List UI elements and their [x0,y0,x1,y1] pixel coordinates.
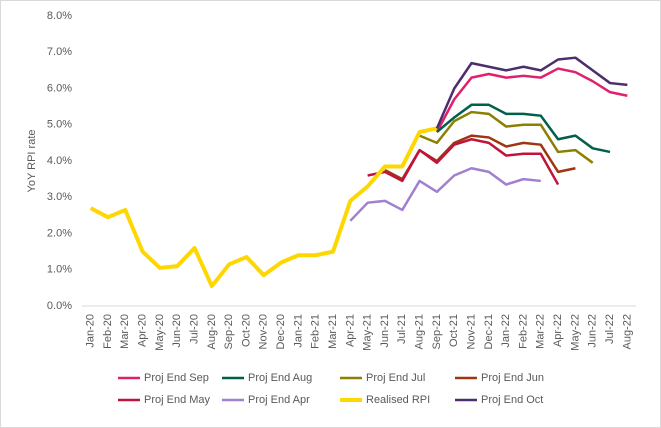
x-tick-label: Feb-22 [517,314,529,349]
legend-label: Proj End Apr [248,394,310,406]
y-tick-label: 0.0% [47,300,72,312]
y-tick-label: 1.0% [47,264,72,276]
x-tick-label: Sep-21 [431,314,443,349]
x-tick-label: May-21 [362,314,374,351]
x-tick-label: Dec-21 [483,314,495,349]
x-tick-label: Jul-21 [396,314,408,344]
legend-label: Proj End Aug [248,372,312,384]
line-series [435,67,628,133]
x-tick-label: Jun-22 [587,314,599,348]
x-tick-label: May-20 [154,314,166,351]
y-tick-label: 7.0% [47,46,72,58]
x-tick-label: May-22 [569,314,581,351]
x-tick-label: Aug-20 [206,314,218,349]
x-tick-label: Jul-22 [604,314,616,344]
x-tick-label: Jun-20 [171,314,183,348]
x-tick-label: Aug-22 [621,314,633,349]
line-series [435,56,628,129]
y-tick-label: 4.0% [47,155,72,167]
y-axis-label: YoY RPI rate [26,130,38,193]
legend-label: Proj End Oct [481,394,543,406]
line-series [89,126,438,289]
x-tick-label: Apr-21 [344,314,356,347]
x-tick-label: Sep-20 [223,314,235,349]
x-tick-label: Nov-20 [258,314,270,349]
x-tick-label: Apr-20 [137,314,149,347]
x-tick-label: Oct-21 [448,314,460,347]
x-tick-label: Feb-21 [310,314,322,349]
x-tick-label: Apr-22 [552,314,564,347]
legend-label: Proj End Jun [481,372,544,384]
x-tick-label: Jan-21 [292,314,304,348]
y-tick-label: 3.0% [47,191,72,203]
y-tick-label: 6.0% [47,82,72,94]
x-tick-label: Jan-22 [500,314,512,348]
y-tick-label: 2.0% [47,227,72,239]
x-tick-label: Mar-21 [327,314,339,349]
x-tick-label: Jul-20 [188,314,200,344]
line-series [419,110,594,164]
x-tick-label: Dec-20 [275,314,287,349]
y-tick-label: 8.0% [47,10,72,22]
x-tick-label: Oct-20 [240,314,252,347]
line-series [436,103,611,154]
x-tick-label: Feb-20 [102,314,114,349]
x-tick-label: Jun-21 [379,314,391,348]
x-tick-label: Nov-21 [465,314,477,349]
line-series [367,138,560,186]
y-tick-label: 5.0% [47,119,72,131]
line-series [349,167,541,222]
legend-label: Proj End Jul [366,372,425,384]
legend-label: Proj End Sep [144,372,209,384]
legend-label: Proj End May [144,394,211,406]
x-tick-label: Mar-20 [119,314,131,349]
x-tick-label: Mar-22 [535,314,547,349]
legend-label: Realised RPI [366,394,430,406]
x-tick-label: Aug-21 [414,314,426,349]
x-tick-label: Jan-20 [85,314,97,348]
